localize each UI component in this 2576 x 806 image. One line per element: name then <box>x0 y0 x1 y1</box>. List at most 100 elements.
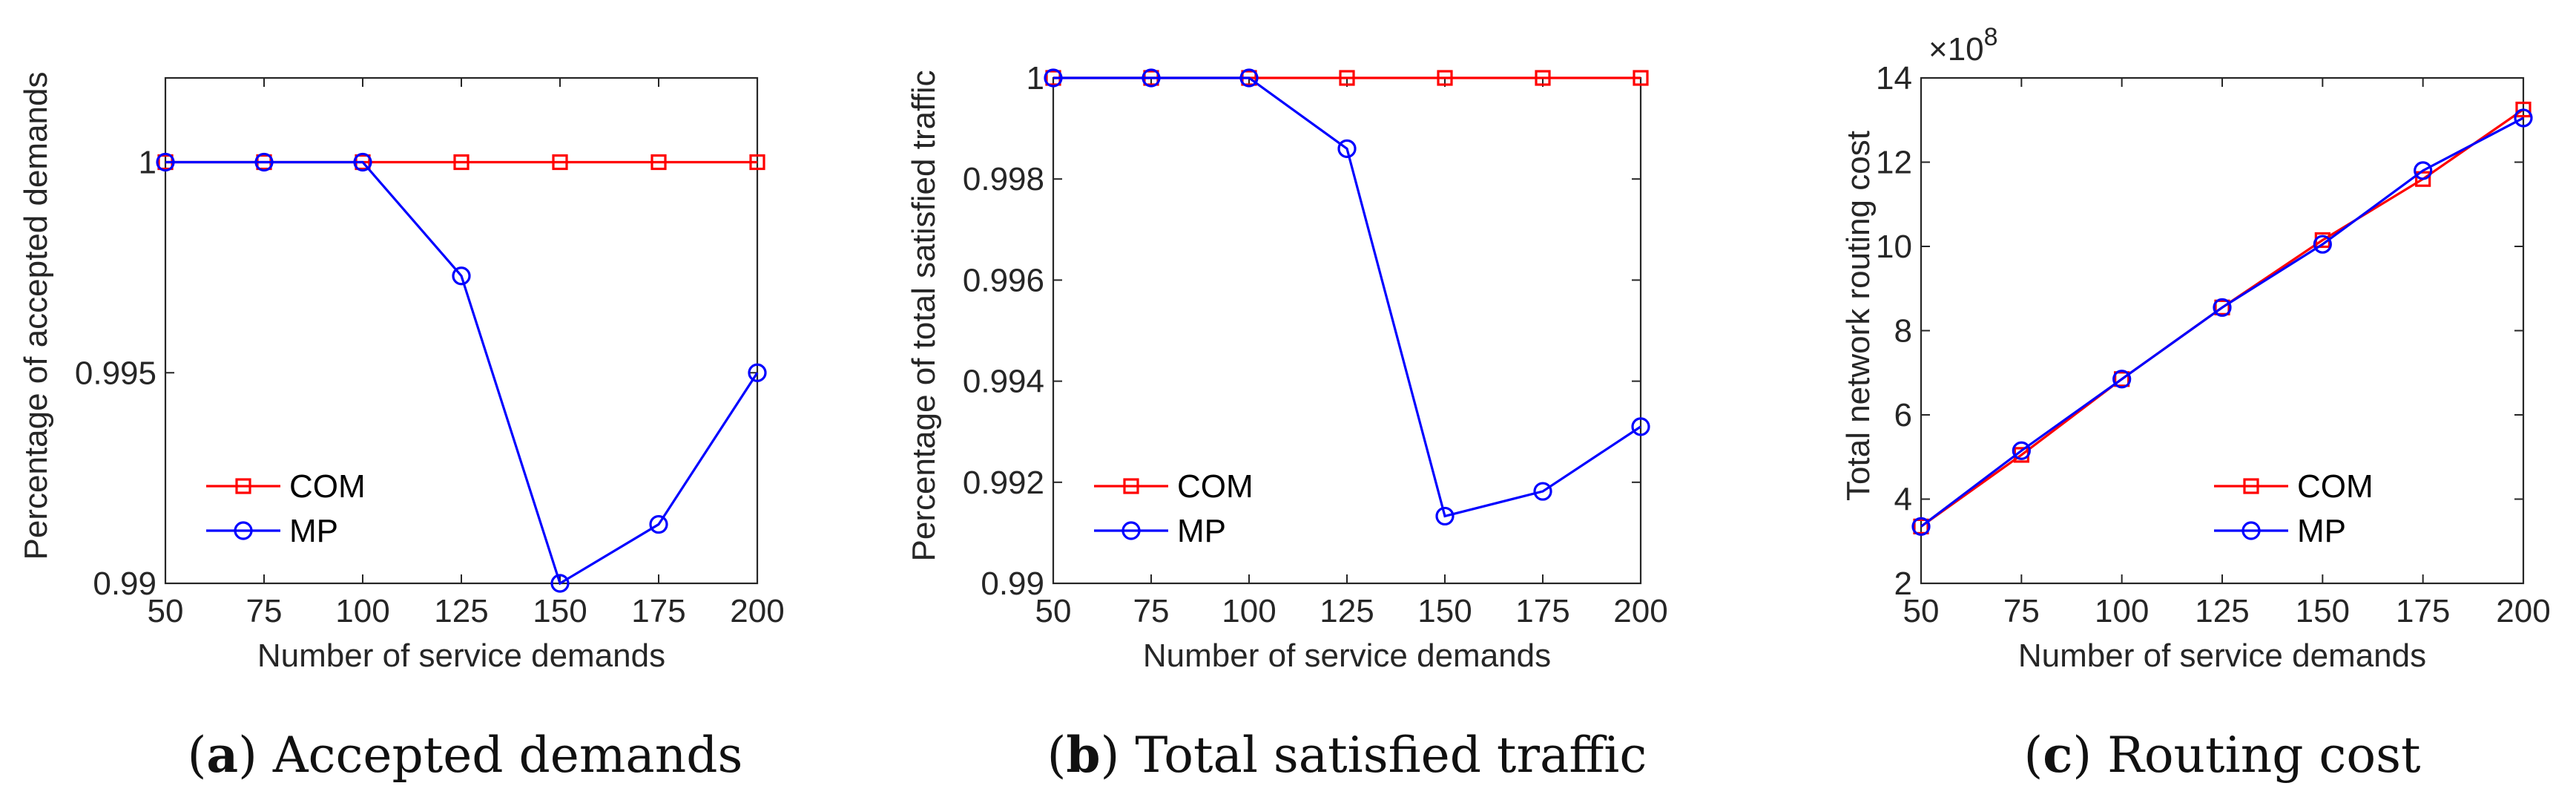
x-tick-label: 175 <box>631 593 685 629</box>
x-tick-label: 125 <box>434 593 488 629</box>
y-tick-label: 0.994 <box>963 364 1044 400</box>
legend-marker-com <box>2243 478 2259 494</box>
subfigure-caption: (a) Accepted demands <box>188 726 743 784</box>
x-tick-label: 100 <box>1222 593 1276 629</box>
y-tick-label: 0.996 <box>963 262 1044 298</box>
x-tick-label: 50 <box>148 593 184 629</box>
y-tick-label: 4 <box>1894 482 1912 518</box>
x-tick-label: 150 <box>2296 593 2350 629</box>
data-point-com <box>1339 70 1355 86</box>
plot-area <box>1052 76 1642 585</box>
x-tick-label: 50 <box>1035 593 1072 629</box>
data-point-mp <box>156 152 175 172</box>
y-tick-label: 0.99 <box>981 566 1044 602</box>
x-tick-label: 75 <box>2003 593 2040 629</box>
data-point-mp <box>254 152 274 172</box>
legend-marker-mp <box>2241 521 2261 540</box>
y-tick-label: 0.992 <box>963 465 1044 501</box>
y-tick-label: 8 <box>1894 313 1912 350</box>
x-tick-label: 175 <box>1515 593 1569 629</box>
x-axis-label: Number of service demands <box>1143 638 1551 674</box>
data-point-mp <box>353 152 372 172</box>
series-mp <box>1044 68 1650 526</box>
data-point-mp <box>2213 298 2232 317</box>
data-point-mp <box>1239 68 1259 88</box>
x-tick-label: 75 <box>1133 593 1170 629</box>
legend: COM MP <box>2214 468 2374 549</box>
data-point-mp <box>2514 108 2533 128</box>
data-point-mp <box>1435 506 1455 526</box>
data-point-mp <box>1533 482 1552 501</box>
data-point-mp <box>2414 161 2433 180</box>
data-point-mp <box>2012 441 2031 460</box>
chart-panel-b: 50 75 100 125 150 175 200 0.99 0.992 0.994 0.996 0.… <box>906 60 1668 784</box>
x-axis-label: Number of service demands <box>2018 638 2426 674</box>
data-point-com <box>552 154 568 171</box>
x-tick-label: 125 <box>2195 593 2249 629</box>
legend-label-com: COM <box>289 468 366 505</box>
legend-label-com: COM <box>2297 468 2374 505</box>
data-point-com <box>2214 299 2230 315</box>
data-point-mp <box>1044 68 1063 88</box>
x-tick-label: 200 <box>2496 593 2550 629</box>
data-point-mp <box>1337 139 1357 158</box>
x-tick-label: 200 <box>730 593 784 629</box>
y-tick-label: 2 <box>1894 566 1912 602</box>
legend-marker-com <box>235 478 251 494</box>
y-tick-label: 1 <box>1027 60 1044 96</box>
x-tick-label: 100 <box>2095 593 2149 629</box>
y-tick-label: 12 <box>1876 145 1912 181</box>
series-line-mp <box>1053 76 1641 518</box>
chart-panel-a: 50 75 100 125 150 175 200 0.99 0.995 1 Number of s… <box>18 71 785 784</box>
x-tick-label: 150 <box>1417 593 1472 629</box>
subfigure-caption: (c) Routing cost <box>2023 726 2420 784</box>
data-point-mp <box>748 363 767 382</box>
data-point-mp <box>1142 68 1161 88</box>
subfigure-caption: (b) Total satisfied traffic <box>1047 726 1647 784</box>
x-axis-label: Number of service demands <box>257 638 665 674</box>
plot-area <box>1920 76 2525 585</box>
x-tick-label: 150 <box>533 593 587 629</box>
data-point-mp <box>649 514 668 534</box>
series-mp <box>156 152 767 593</box>
x-tick-label: 200 <box>1613 593 1667 629</box>
x-tick-label: 175 <box>2396 593 2450 629</box>
x-tick-label: 50 <box>1903 593 1940 629</box>
y-tick-label: 0.995 <box>75 355 157 391</box>
legend-label-mp: MP <box>2297 513 2346 549</box>
data-point-com <box>749 154 765 171</box>
x-tick-label: 75 <box>246 593 283 629</box>
data-point-com <box>1633 70 1649 86</box>
data-point-mp <box>2112 370 2132 389</box>
legend-marker-mp <box>234 521 253 540</box>
y-tick-label: 10 <box>1876 229 1912 265</box>
legend: COM MP <box>206 468 366 549</box>
chart-panel-c: 50 75 100 125 150 175 200 2 4 6 8 10 12 14 Number of s… <box>1840 23 2551 784</box>
data-point-com <box>1437 70 1453 86</box>
x-tick-label: 100 <box>335 593 389 629</box>
legend: COM MP <box>1094 468 1254 549</box>
x-tick-label: 125 <box>1320 593 1374 629</box>
data-point-com <box>650 154 667 171</box>
legend-label-mp: MP <box>289 513 338 549</box>
data-point-mp <box>2313 235 2332 254</box>
y-tick-label: 6 <box>1894 397 1912 433</box>
data-point-mp <box>452 266 471 286</box>
axis-exponent-label: ×108 <box>1928 23 1998 68</box>
y-tick-label: 14 <box>1876 60 1912 96</box>
legend-marker-com <box>1123 478 1139 494</box>
y-tick-label: 1 <box>139 145 157 181</box>
data-point-com <box>1913 518 1929 534</box>
y-axis-label: Percentage of accepted demands <box>18 71 54 560</box>
y-axis-label: Percentage of total satisfied traffic <box>906 71 942 562</box>
data-point-mp <box>1631 417 1650 436</box>
series-mp <box>1911 108 2533 536</box>
data-point-com <box>453 154 470 171</box>
y-tick-label: 0.998 <box>963 161 1044 197</box>
data-point-com <box>2515 101 2531 118</box>
y-axis-label: Total network routing cost <box>1840 131 1877 501</box>
legend-label-mp: MP <box>1177 513 1226 549</box>
legend-marker-mp <box>1121 521 1141 540</box>
data-point-com <box>2415 171 2431 187</box>
